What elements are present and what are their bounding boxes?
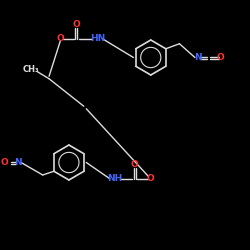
Text: O: O bbox=[72, 20, 80, 29]
Text: N: N bbox=[194, 53, 202, 62]
Text: O: O bbox=[56, 34, 64, 43]
Text: O: O bbox=[0, 158, 8, 167]
Text: CH₃: CH₃ bbox=[22, 66, 39, 74]
Text: O: O bbox=[147, 174, 155, 183]
Text: O: O bbox=[216, 53, 224, 62]
Text: HN: HN bbox=[90, 34, 105, 43]
Text: NH: NH bbox=[107, 174, 122, 183]
Text: N: N bbox=[14, 158, 22, 167]
Text: O: O bbox=[131, 160, 138, 169]
